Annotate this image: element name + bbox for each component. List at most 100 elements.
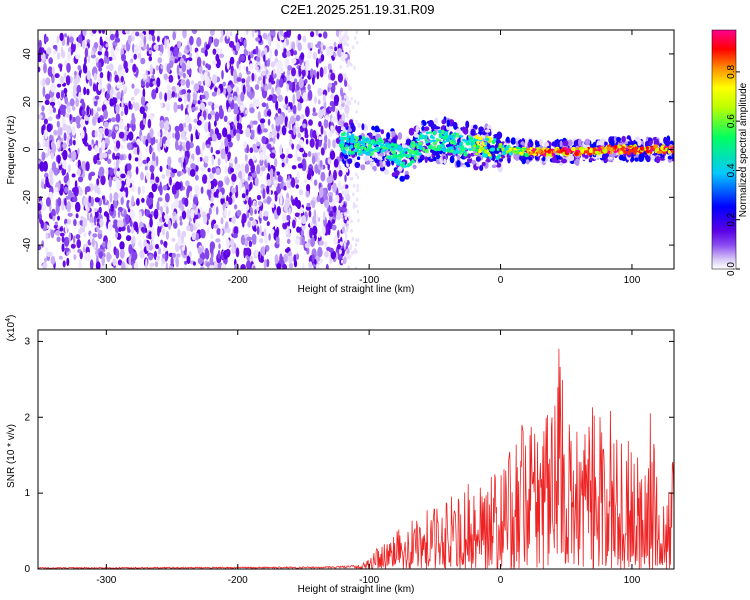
signal-blob — [371, 166, 377, 170]
signal-blob — [363, 155, 369, 162]
noise-blob — [188, 250, 192, 258]
noise-blob — [291, 199, 296, 206]
signal-core-blob — [490, 147, 496, 152]
noise-blob — [252, 155, 257, 161]
noise-blob — [119, 216, 123, 222]
noise-blob — [330, 250, 337, 260]
noise-blob — [131, 122, 136, 132]
noise-blob — [261, 135, 267, 144]
spectrogram-x-axis-label: Height of straight line (km) — [298, 284, 415, 295]
noise-blob — [176, 64, 180, 76]
noise-blob — [69, 113, 72, 121]
signal-blob — [562, 140, 569, 147]
signal-core-blob — [384, 144, 388, 147]
noise-blob — [279, 182, 284, 190]
noise-blob — [204, 248, 210, 260]
noise-blob — [210, 30, 215, 36]
noise-blob — [344, 238, 348, 243]
signal-blob — [542, 156, 546, 162]
noise-blob — [339, 30, 342, 34]
noise-blob — [185, 140, 191, 152]
noise-blob — [298, 77, 304, 89]
noise-blob — [255, 45, 259, 55]
signal-blob — [423, 126, 430, 131]
noise-blob — [97, 50, 103, 56]
signal-core-blob — [347, 135, 352, 139]
noise-blob — [227, 106, 232, 113]
noise-blob — [197, 80, 202, 86]
noise-blob — [137, 186, 141, 195]
signal-core-blob — [419, 134, 423, 138]
noise-blob — [233, 226, 239, 236]
noise-blob — [77, 248, 82, 254]
noise-blob — [132, 235, 136, 245]
noise-blob — [302, 262, 305, 269]
noise-blob — [181, 205, 185, 212]
noise-blob — [171, 252, 176, 258]
noise-blob — [183, 168, 187, 174]
noise-blob — [64, 247, 70, 252]
noise-blob — [130, 58, 134, 63]
noise-blob — [65, 75, 71, 86]
noise-blob — [75, 234, 81, 240]
noise-blob — [312, 129, 317, 139]
noise-blob — [236, 77, 242, 82]
noise-blob — [223, 115, 228, 123]
noise-blob — [225, 200, 229, 208]
signal-blob — [431, 150, 438, 155]
noise-blob — [213, 104, 219, 109]
noise-blob — [327, 191, 334, 198]
noise-blob — [59, 232, 65, 237]
noise-blob — [156, 200, 160, 212]
noise-blob — [43, 184, 47, 189]
noise-blob — [305, 106, 310, 118]
noise-blob — [323, 141, 328, 151]
noise-blob — [222, 127, 228, 138]
noise-blob — [266, 110, 272, 117]
noise-blob — [283, 253, 289, 263]
noise-blob — [264, 47, 268, 55]
noise-blob — [353, 65, 356, 70]
signal-core-blob — [459, 142, 463, 146]
noise-blob — [120, 110, 124, 116]
noise-blob — [338, 169, 343, 177]
noise-blob — [127, 208, 131, 213]
noise-blob — [68, 36, 74, 43]
noise-blob — [52, 215, 56, 222]
noise-blob — [235, 33, 238, 44]
noise-blob — [230, 167, 234, 173]
noise-blob — [128, 255, 132, 266]
signal-core-blob — [625, 147, 629, 150]
signal-core-blob — [493, 138, 497, 142]
noise-blob — [63, 186, 69, 194]
noise-blob — [322, 45, 326, 50]
signal-core-blob — [484, 141, 488, 146]
noise-blob — [318, 240, 324, 246]
noise-blob — [202, 174, 208, 184]
signal-core-blob — [584, 150, 589, 154]
noise-blob — [51, 208, 56, 218]
noise-blob — [103, 211, 109, 217]
noise-blob — [167, 219, 172, 230]
noise-blob — [346, 210, 349, 215]
signal-blob — [467, 153, 471, 159]
noise-blob — [276, 226, 279, 238]
noise-blob — [261, 246, 266, 257]
noise-blob — [349, 254, 352, 259]
noise-blob — [122, 190, 126, 197]
noise-blob — [321, 225, 326, 235]
noise-blob — [286, 147, 290, 157]
noise-blob — [181, 89, 187, 95]
noise-blob — [231, 187, 237, 194]
noise-blob — [157, 57, 163, 64]
noise-blob — [152, 232, 155, 239]
signal-blob — [496, 131, 503, 140]
noise-blob — [259, 118, 266, 124]
noise-blob — [293, 78, 298, 84]
noise-blob — [295, 114, 301, 122]
noise-blob — [331, 116, 336, 123]
noise-blob — [49, 174, 54, 186]
noise-blob — [83, 232, 87, 238]
noise-blob — [316, 71, 320, 80]
noise-blob — [206, 227, 210, 235]
